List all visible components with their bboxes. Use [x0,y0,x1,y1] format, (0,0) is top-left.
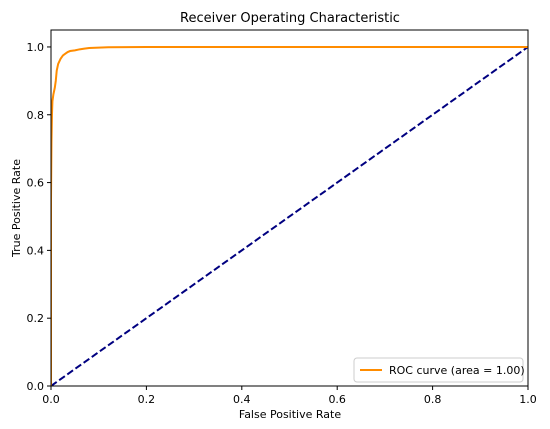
x-axis: 0.0 0.2 0.4 0.6 0.8 1.0 [42,386,537,406]
legend-label-roc: ROC curve (area = 1.00) [389,364,525,377]
x-tick-label: 0.2 [138,393,156,406]
x-axis-label: False Positive Rate [239,408,341,421]
y-tick-label: 0.2 [27,312,45,325]
series-layer [51,45,528,386]
x-tick-label: 1.0 [519,393,537,406]
x-tick-label: 0.6 [328,393,346,406]
chart-title: Receiver Operating Characteristic [180,11,400,26]
y-tick-label: 0.8 [27,109,45,122]
y-tick-label: 0.0 [27,380,45,393]
plot-frame [50,29,529,387]
x-tick-label: 0.8 [424,393,442,406]
legend: ROC curve (area = 1.00) [353,357,525,383]
y-tick-label: 1.0 [27,41,45,54]
series-line-diagonal [51,46,528,386]
y-tick-label: 0.6 [27,177,45,190]
y-tick-label: 0.4 [27,244,45,257]
x-tick-label: 0.0 [42,393,60,406]
x-tick-label: 0.4 [233,393,251,406]
plot-area [50,29,529,387]
legend-box [353,357,524,383]
series-line-roc [51,45,528,386]
y-axis: 0.0 0.2 0.4 0.6 0.8 1.0 [27,41,51,393]
y-axis-label: True Positive Rate [10,159,23,258]
